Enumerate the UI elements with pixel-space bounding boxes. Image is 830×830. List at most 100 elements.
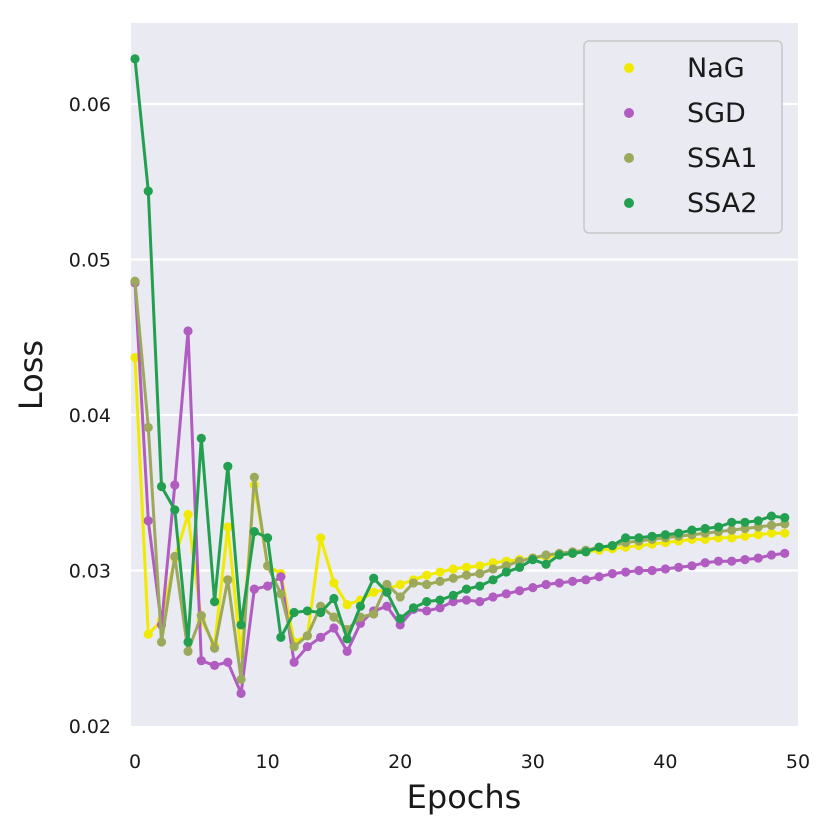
data-point-sgd [236, 688, 246, 698]
data-point-nag [461, 562, 472, 572]
x-axis-ticks: 0 10 20 30 40 50 [129, 751, 810, 773]
data-point-ssa1 [209, 643, 220, 653]
data-point-sgd [528, 583, 538, 593]
data-point-ssa2 [740, 517, 750, 527]
legend-label-sgd: SGD [687, 98, 746, 129]
data-point-ssa2 [713, 522, 724, 532]
legend-marker-nag [624, 63, 634, 73]
data-point-ssa1 [727, 525, 737, 535]
data-point-ssa1 [130, 276, 140, 286]
y-tick-label: 0.06 [69, 94, 111, 116]
data-point-ssa2 [156, 481, 167, 492]
data-point-sgd [780, 548, 790, 558]
data-point-ssa2 [541, 559, 551, 569]
y-tick-label: 0.03 [69, 561, 111, 583]
data-point-ssa2 [196, 433, 206, 443]
legend: NaG SGD SSA1 SSA2 [583, 40, 783, 234]
data-point-nag [753, 530, 763, 540]
data-point-ssa2 [382, 587, 392, 597]
data-point-ssa1 [329, 612, 339, 622]
data-point-sgd [461, 595, 472, 605]
legend-label-nag: NaG [687, 53, 745, 84]
data-point-ssa2 [674, 528, 684, 538]
data-point-ssa1 [236, 674, 246, 684]
data-point-nag [780, 528, 790, 538]
data-point-ssa1 [422, 579, 432, 590]
data-point-sgd [209, 660, 220, 670]
data-point-ssa1 [766, 520, 777, 531]
data-point-ssa1 [276, 589, 286, 599]
data-point-nag [422, 570, 432, 580]
data-point-sgd [316, 632, 326, 642]
data-point-ssa1 [408, 578, 419, 588]
data-point-sgd [674, 562, 684, 572]
data-point-ssa2 [581, 547, 591, 557]
data-point-ssa2 [435, 595, 445, 605]
data-point-ssa2 [647, 531, 657, 541]
data-point-sgd [647, 565, 657, 576]
x-tick-label: 10 [256, 751, 280, 773]
data-point-ssa2 [660, 530, 671, 540]
data-point-ssa2 [461, 584, 472, 594]
data-point-ssa2 [289, 607, 299, 618]
x-tick-label: 0 [129, 751, 141, 773]
data-point-ssa2 [249, 527, 259, 537]
data-point-sgd [594, 572, 604, 582]
data-point-ssa2 [130, 54, 140, 64]
data-point-sgd [727, 556, 737, 566]
data-point-sgd [289, 657, 299, 667]
data-point-ssa2 [395, 614, 405, 624]
data-point-ssa2 [554, 550, 564, 560]
data-point-sgd [475, 597, 485, 607]
data-point-ssa2 [448, 590, 458, 600]
data-point-ssa2 [488, 575, 498, 585]
data-point-sgd [687, 561, 697, 571]
data-point-nag [475, 561, 485, 571]
data-point-sgd [263, 581, 273, 591]
x-tick-label: 40 [653, 751, 677, 773]
data-point-sgd [700, 558, 710, 568]
data-point-nag [727, 533, 737, 543]
data-point-nag [395, 579, 405, 590]
data-point-nag [223, 522, 233, 532]
data-point-ssa2 [766, 511, 777, 521]
data-point-ssa2 [316, 607, 326, 618]
data-point-ssa1 [249, 472, 259, 482]
legend-label-ssa2: SSA2 [687, 188, 757, 219]
data-point-ssa2 [514, 562, 525, 572]
data-point-nag [329, 578, 339, 588]
data-point-sgd [170, 480, 180, 490]
data-point-ssa2 [727, 517, 737, 527]
data-point-ssa1 [382, 579, 392, 590]
series-layer [130, 54, 790, 698]
data-point-sgd [621, 567, 631, 577]
data-point-ssa2 [302, 606, 312, 616]
data-point-ssa2 [236, 620, 246, 630]
data-point-sgd [435, 603, 445, 613]
data-point-ssa2 [780, 513, 790, 523]
data-point-sgd [581, 575, 591, 585]
data-point-ssa2 [634, 533, 644, 543]
legend-box [583, 40, 783, 234]
data-point-sgd [488, 592, 498, 602]
data-point-sgd [223, 657, 233, 667]
data-point-nag [435, 567, 445, 577]
data-point-ssa1 [541, 550, 551, 560]
x-axis-title: Epochs [407, 778, 522, 816]
data-point-ssa2 [621, 533, 631, 543]
data-point-sgd [634, 565, 644, 576]
data-point-sgd [766, 550, 777, 560]
data-point-ssa1 [448, 573, 458, 583]
data-point-sgd [196, 656, 206, 666]
data-point-ssa2 [170, 505, 180, 515]
data-point-ssa2 [700, 523, 710, 534]
data-point-ssa2 [607, 541, 617, 551]
data-point-sgd [302, 642, 312, 652]
data-point-ssa2 [753, 516, 763, 526]
data-point-sgd [567, 576, 578, 586]
data-point-ssa1 [475, 569, 485, 579]
data-point-ssa1 [369, 609, 379, 619]
grid-lines [131, 102, 798, 572]
data-point-ssa1 [461, 570, 472, 580]
data-point-sgd [249, 584, 259, 594]
